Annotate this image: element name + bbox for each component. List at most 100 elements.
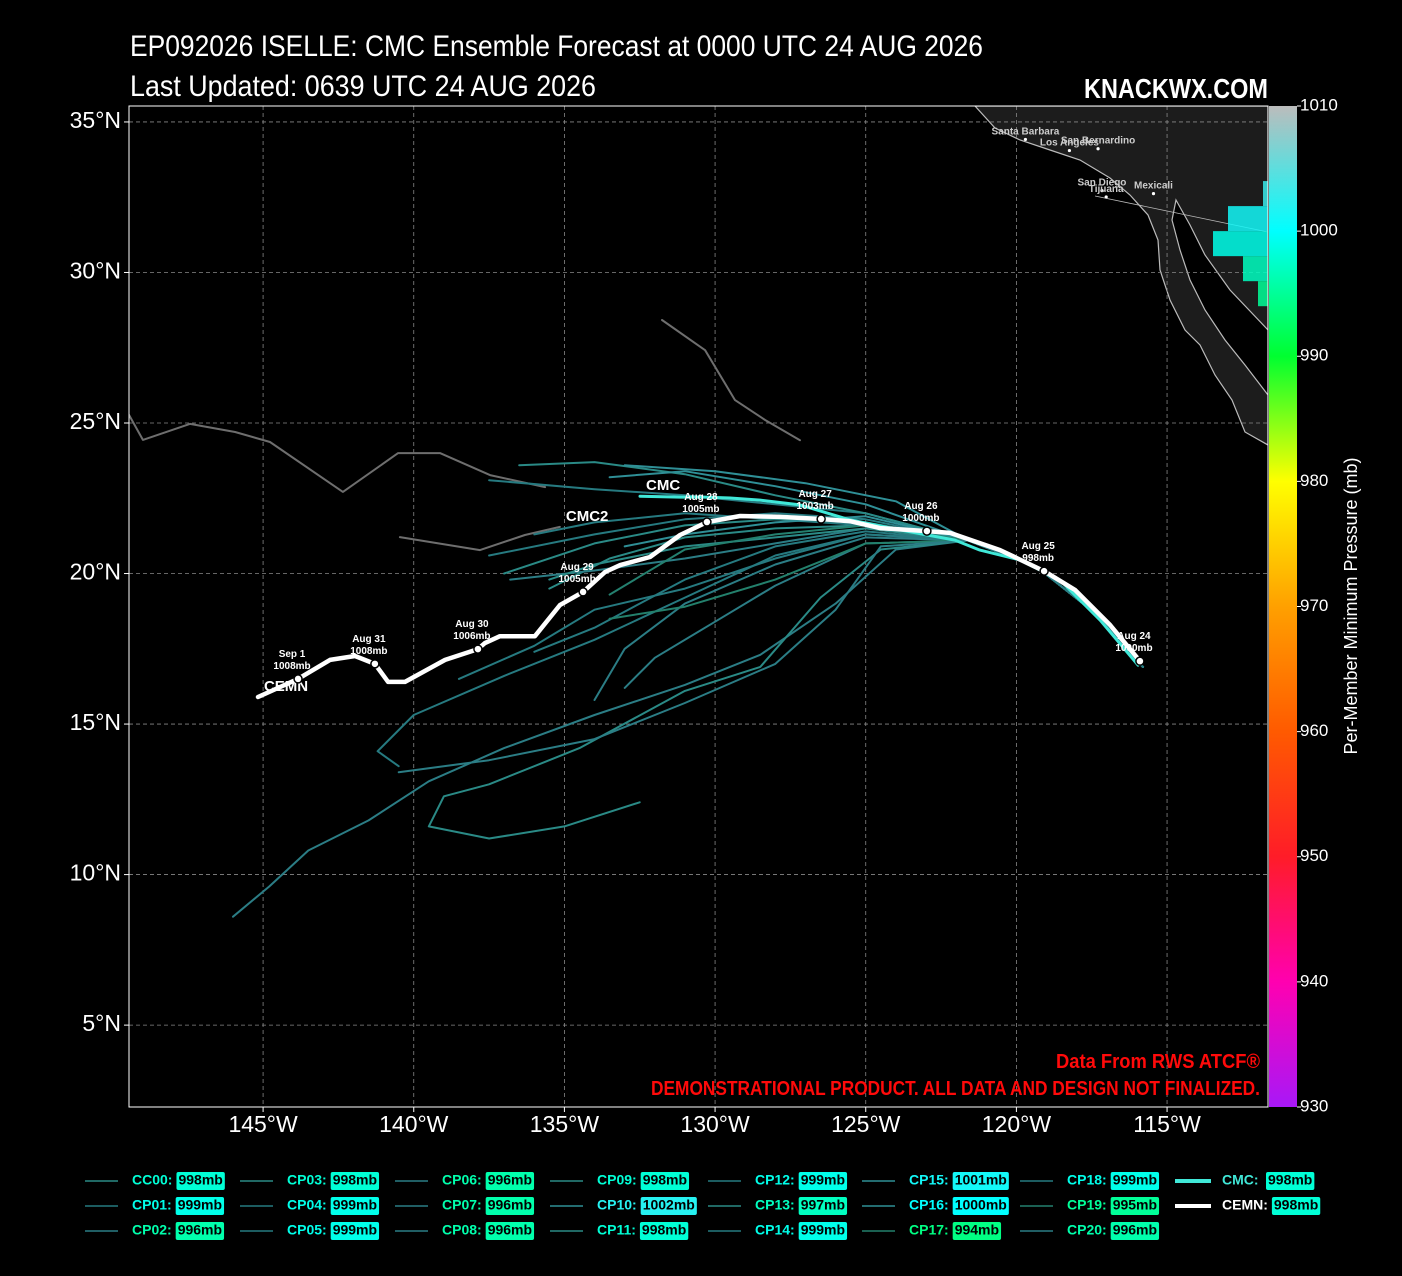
legend-name: CP20: <box>1067 1222 1107 1238</box>
forecast-point <box>370 659 380 669</box>
legend-pressure: 996mb <box>488 1222 532 1238</box>
legend-name: CP03: <box>287 1172 327 1188</box>
legend-name: CP01: <box>132 1197 172 1213</box>
legend-pressure-box <box>798 1172 848 1190</box>
place-label: Mexicali <box>1134 181 1173 192</box>
land <box>974 106 1268 446</box>
colorbar-tick-label: 1000 <box>1300 221 1338 240</box>
legend-pressure-box <box>639 1222 689 1240</box>
legend-name: CP07: <box>442 1197 482 1213</box>
x-tick-label: 140°W <box>379 1111 449 1137</box>
point-pressure: 1005mb <box>682 504 719 515</box>
legend-pressure-box <box>798 1197 848 1215</box>
member-track <box>397 539 1144 774</box>
x-tick-label: 115°W <box>1133 1111 1201 1137</box>
y-tick-label: 35°N <box>70 107 121 133</box>
point-pressure: 1005mb <box>558 574 595 585</box>
legend-pressure: 998mb <box>1268 1172 1312 1188</box>
legend-name: CP16: <box>909 1197 949 1213</box>
legend-pressure: 996mb <box>488 1197 532 1213</box>
legend-pressure: 999mb <box>801 1222 845 1238</box>
legend-pressure-box <box>485 1172 535 1190</box>
colorbar-tick-label: 960 <box>1300 721 1328 740</box>
x-tick-label: 120°W <box>982 1111 1052 1137</box>
legend-name: CP13: <box>755 1197 795 1213</box>
colorbar-label: Per-Member Minimum Pressure (mb) <box>1341 457 1361 754</box>
legend-pressure-box <box>1110 1197 1160 1215</box>
colorbar-tick-label: 950 <box>1300 846 1328 865</box>
legend-pressure: 996mb <box>488 1172 532 1188</box>
legend-pressure: 998mb <box>178 1172 222 1188</box>
legend-pressure-box <box>640 1172 690 1190</box>
x-tick-label: 145°W <box>228 1111 298 1137</box>
legend-name: CP19: <box>1067 1197 1107 1213</box>
legend-pressure-box <box>952 1172 1009 1190</box>
legend-name: CC00: <box>132 1172 172 1188</box>
legend-pressure: 998mb <box>643 1172 687 1188</box>
colorbar-tick-label: 1010 <box>1300 95 1338 114</box>
track-label: CMC <box>646 477 680 494</box>
gulf-of-california <box>1171 198 1268 396</box>
legend-name: CP08: <box>442 1222 482 1238</box>
point-date: Aug 31 <box>352 634 386 645</box>
legend-pressure: 999mb <box>1113 1172 1157 1188</box>
place-label: San Diego <box>1078 178 1127 189</box>
place-dot <box>1104 195 1108 199</box>
y-tick-label: 5°N <box>82 1010 121 1036</box>
legend-name: CP14: <box>755 1222 795 1238</box>
legend-pressure-box <box>330 1172 380 1190</box>
y-tick-label: 25°N <box>70 408 121 434</box>
title: EP092026 ISELLE: CMC Ensemble Forecast a… <box>130 30 983 63</box>
point-pressure: 998mb <box>1022 553 1054 564</box>
forecast-point <box>293 674 303 684</box>
credit: Data From RWS ATCF® <box>1056 1051 1260 1073</box>
legend-pressure-box <box>1110 1172 1160 1190</box>
legend-pressure-box <box>952 1222 1002 1240</box>
place-dot <box>1100 188 1104 193</box>
forecast-point <box>922 526 932 536</box>
legend-pressure-box <box>1271 1197 1321 1215</box>
x-tick-label: 125°W <box>831 1111 901 1137</box>
legend-pressure: 1001mb <box>955 1172 1007 1188</box>
legend-name: CP06: <box>442 1172 482 1188</box>
colorbar-tick-label: 940 <box>1300 971 1328 990</box>
legend-name: CP12: <box>755 1172 795 1188</box>
colorbar-tick-label: 990 <box>1300 346 1328 365</box>
legend-name: CP15: <box>909 1172 949 1188</box>
legend-name: CP17: <box>909 1222 949 1238</box>
point-pressure: 1000mb <box>1115 643 1152 654</box>
forecast-point <box>702 517 712 527</box>
legend-pressure-box <box>640 1197 697 1215</box>
place-dot <box>1067 148 1072 153</box>
colorbar-tick-label: 930 <box>1300 1096 1328 1115</box>
point-date: Aug 26 <box>904 501 938 512</box>
place-label: Santa Barbara <box>992 126 1060 137</box>
disclaimer: DEMONSTRATIONAL PRODUCT. ALL DATA AND DE… <box>651 1078 1260 1100</box>
track-label: CMC2 <box>566 508 609 525</box>
place-dot <box>1023 137 1028 142</box>
overlay: 930 940 950 960 970 980 990 1000 1010 145°W 140°W 1… <box>70 95 1338 1137</box>
place-label: San Bernardino <box>1061 136 1135 147</box>
forecast-point <box>1039 566 1049 576</box>
histogram-bar <box>1243 256 1268 282</box>
grid <box>124 106 1268 1112</box>
x-tick-label: 135°W <box>530 1111 600 1137</box>
tracks <box>129 319 1144 918</box>
legend-pressure: 999mb <box>333 1222 377 1238</box>
colorbar-tick-label: 970 <box>1300 596 1328 615</box>
legend-name: CP02: <box>132 1222 172 1238</box>
point-date: Aug 29 <box>560 562 594 573</box>
watermark: KNACKWX.COM <box>1084 73 1268 104</box>
histogram-bar <box>1258 281 1268 307</box>
legend-pressure-box <box>798 1222 848 1240</box>
colorbar-tick-label: 980 <box>1300 471 1328 490</box>
forecast-point <box>578 587 588 597</box>
place-label: Tijuana <box>1089 184 1124 195</box>
legend-pressure: 995mb <box>1113 1197 1157 1213</box>
point-pressure: 1003mb <box>797 501 834 512</box>
other-track <box>129 319 801 552</box>
colorbar <box>1269 106 1297 1107</box>
legend-pressure: 998mb <box>1274 1197 1318 1213</box>
place-label: Los Angeles <box>1040 138 1100 149</box>
